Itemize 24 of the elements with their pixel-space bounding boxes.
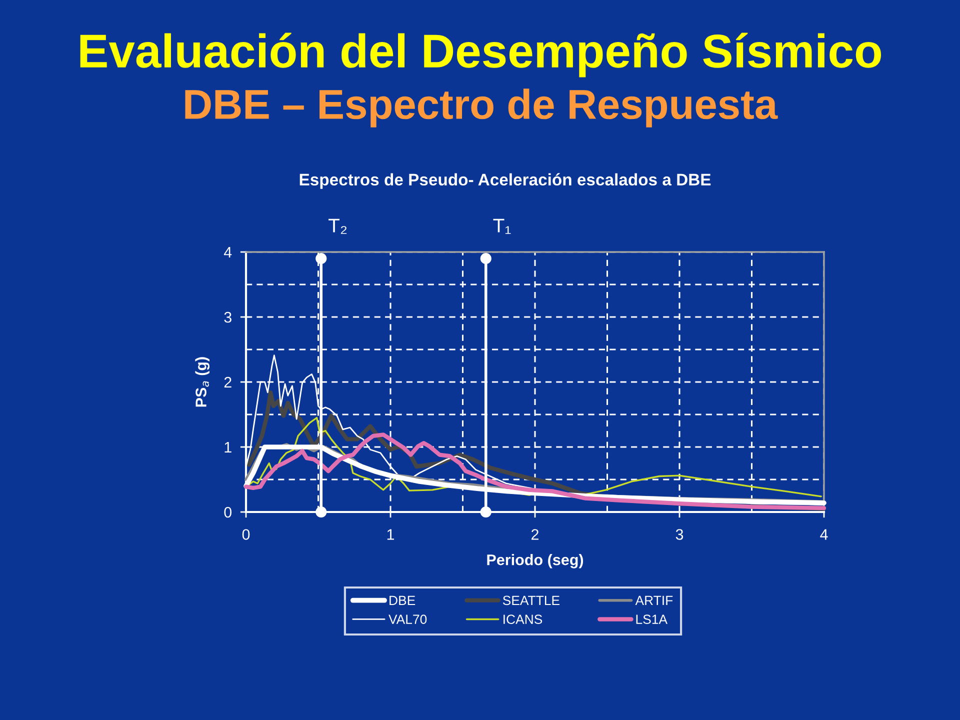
legend-label: DBE — [390, 596, 416, 605]
legend-label: ICANS — [504, 614, 542, 624]
x-tick-label: 3 — [676, 529, 684, 540]
chart-subtitle: DBE – Espectro de Respuesta — [185, 88, 778, 128]
y-axis-title: PS$_{a}$ (g) — [195, 357, 210, 407]
legend-label: ARTIF — [635, 596, 673, 605]
text: Espectros de Pseudo- Aceleración escalados a DBE — [300, 173, 711, 189]
x-axis-title: Periodo (seg) — [487, 554, 584, 568]
chart-title: Evaluación del Desempeño Sísmico — [80, 32, 882, 78]
x-tick-label: 0 — [242, 529, 250, 540]
x-tick-label: 4 — [820, 529, 828, 540]
y-tick-label: 1 — [224, 442, 232, 453]
y-tick-label: 2 — [224, 376, 232, 388]
y-tick-label: 4 — [224, 247, 232, 258]
y-tick-label: 3 — [224, 312, 232, 323]
line-series — [244, 432, 826, 510]
annotation: T₁ — [493, 218, 511, 234]
x-tick-label: 1 — [387, 529, 394, 540]
legend-label: VAL70 — [388, 614, 427, 624]
x-tick-label: 2 — [532, 529, 538, 540]
y-tick-label: 0 — [224, 506, 232, 518]
annotation: T₂ — [328, 218, 347, 234]
legend-label: SEATTLE — [502, 596, 560, 606]
legend-label: LS1A — [636, 614, 668, 624]
